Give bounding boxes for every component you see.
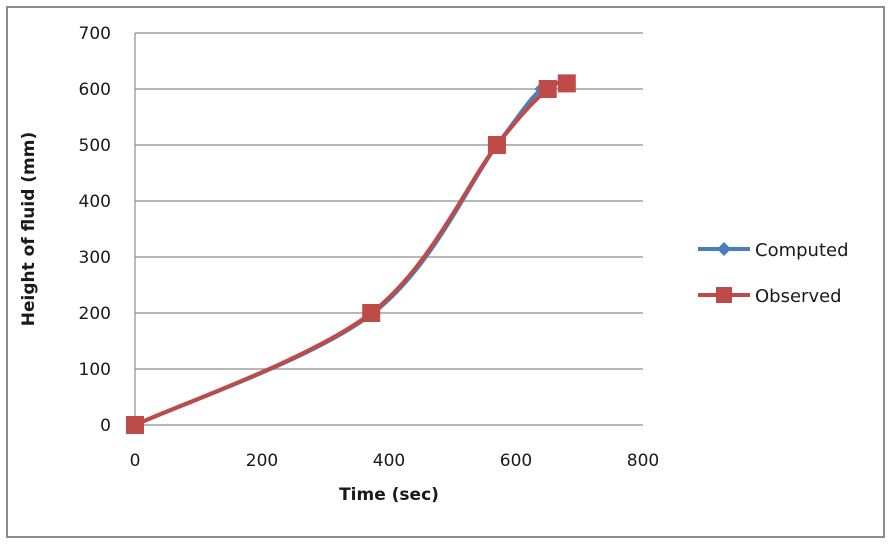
x-tick-label: 600 [500,451,532,471]
x-axis-title: Time (sec) [339,485,439,505]
square-marker-icon [716,287,732,303]
square-marker [126,416,144,434]
series-line [134,80,568,427]
x-axis-ticks: 0 200 400 600 800 [130,451,660,471]
legend: Computed Observed [698,240,849,307]
diamond-marker-icon [717,242,731,256]
y-tick-label: 100 [79,360,111,380]
y-axis-title: Height of fluid (mm) [19,132,39,326]
legend-label-observed: Observed [755,286,842,307]
x-tick-label: 200 [246,451,278,471]
legend-item-observed: Observed [698,286,842,307]
square-marker [557,74,576,93]
legend-item-computed: Computed [698,240,849,261]
y-tick-label: 700 [79,24,111,44]
data-series [126,74,576,434]
y-axis-ticks: 0 100 200 300 400 500 600 700 [79,24,111,436]
y-tick-label: 300 [79,248,111,268]
x-tick-label: 800 [627,451,659,471]
y-tick-label: 400 [79,192,111,212]
chart-frame [6,6,885,538]
series-line [134,80,568,427]
square-marker [362,304,381,322]
y-tick-label: 200 [79,304,111,324]
y-tick-label: 0 [100,416,111,436]
square-marker [487,136,506,154]
x-tick-label: 400 [373,451,405,471]
y-tick-label: 600 [79,80,111,100]
series-observed [126,74,576,434]
x-tick-label: 0 [130,451,141,471]
square-marker [538,80,557,98]
legend-label-computed: Computed [755,240,849,261]
y-tick-label: 500 [79,136,111,156]
